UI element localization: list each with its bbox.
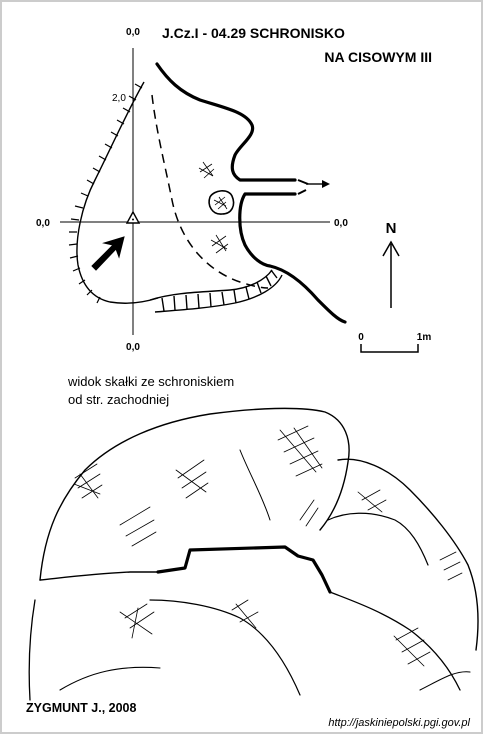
rock-crack-3 xyxy=(419,671,471,691)
scale-end-label: 1m xyxy=(417,332,432,343)
texture-7 xyxy=(393,627,431,667)
cave-right-wall-upper xyxy=(155,62,297,182)
rock-crack-4 xyxy=(239,449,271,521)
height-mark-label: 2,0 xyxy=(112,93,126,104)
rock-crack-1 xyxy=(149,599,301,696)
floor-rubble-2 xyxy=(210,234,229,254)
texture-4 xyxy=(119,506,157,547)
texture-3 xyxy=(277,425,323,477)
rock-left-edge xyxy=(28,599,36,701)
rock-outline-main xyxy=(39,407,350,581)
floor-rubble-1 xyxy=(198,161,215,179)
view-caption-line-2: od str. zachodniej xyxy=(68,392,169,407)
overhang-outer xyxy=(149,269,273,301)
cave-right-wall-lower xyxy=(238,192,347,324)
axis-label-top: 0,0 xyxy=(126,27,140,38)
texture-9 xyxy=(439,551,463,581)
entrance-arrow-icon xyxy=(91,236,125,271)
overhang-inner xyxy=(154,274,283,313)
texture-5 xyxy=(119,603,155,639)
overhang-hatching xyxy=(161,269,278,312)
survey-station-icon xyxy=(125,210,141,224)
author-credit: ZYGMUNT J., 2008 xyxy=(26,701,136,715)
shelter-opening xyxy=(156,545,332,594)
left-wall-hatching xyxy=(68,83,143,304)
axis-label-left: 0,0 xyxy=(36,218,50,229)
north-arrow-head-icon xyxy=(382,240,400,257)
scale-bar: 0 1m xyxy=(358,332,432,353)
boulder xyxy=(208,190,235,215)
rock-crack-2 xyxy=(59,666,161,691)
rock-outline-right xyxy=(337,458,479,651)
cave-left-wall xyxy=(76,81,159,304)
drip-line xyxy=(151,94,269,289)
cave-plan: 0,0 0,0 0,0 0,0 2,0 xyxy=(36,27,348,353)
texture-6 xyxy=(231,599,259,629)
survey-station-point xyxy=(132,218,134,221)
texture-10 xyxy=(299,499,319,527)
rock-base-left xyxy=(39,571,159,581)
axis-label-right: 0,0 xyxy=(334,218,348,229)
title-line-2: NA CISOWYM III xyxy=(324,49,432,65)
passage-arrow-icon xyxy=(322,180,330,188)
texture-8 xyxy=(357,489,387,513)
north-arrow: N xyxy=(382,220,400,308)
texture-1 xyxy=(73,463,103,499)
scale-line xyxy=(360,344,419,353)
north-label: N xyxy=(386,220,397,237)
title-line-1: J.Cz.I - 04.29 SCHRONISKO xyxy=(162,25,345,41)
view-caption-line-1: widok skałki ze schroniskiem xyxy=(67,374,234,389)
texture-2 xyxy=(175,459,209,499)
rock-sketch xyxy=(28,407,479,701)
axis-label-bottom: 0,0 xyxy=(126,342,140,353)
source-url[interactable]: http://jaskiniepolski.pgi.gov.pl xyxy=(328,717,470,729)
rock-base-right xyxy=(329,591,461,691)
rock-ledge-right xyxy=(327,512,429,566)
scale-start-label: 0 xyxy=(358,332,364,343)
boulder-texture xyxy=(213,196,228,210)
